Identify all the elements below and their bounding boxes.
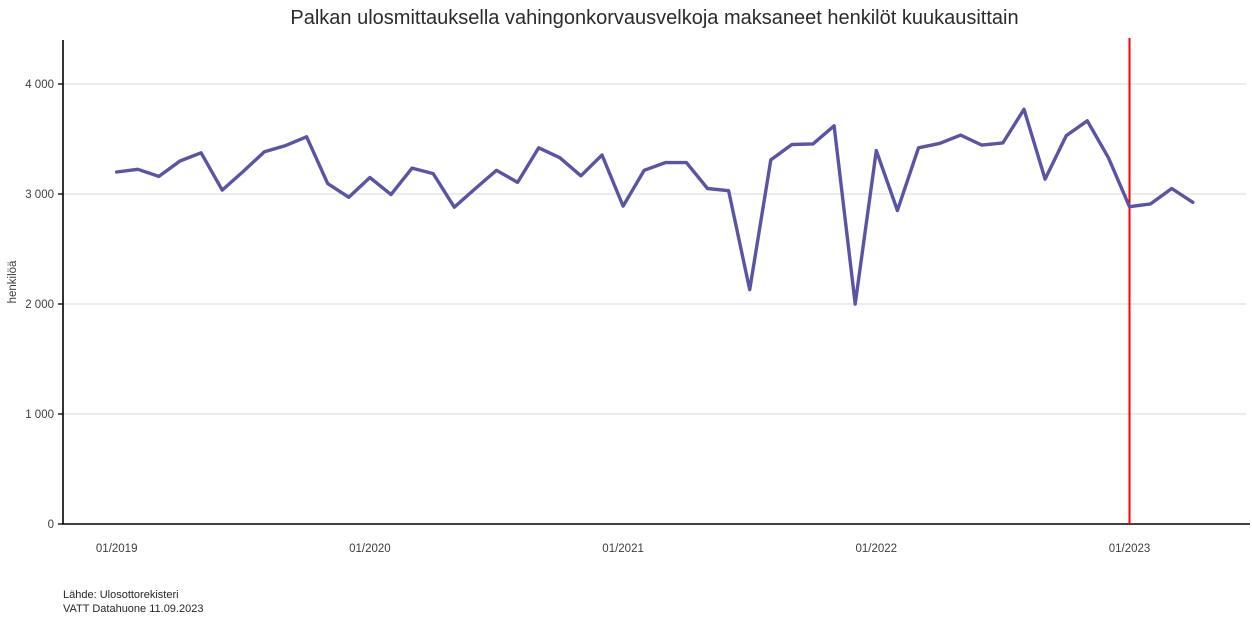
y-tick-label: 4 000 xyxy=(25,79,54,91)
x-tick-label: 01/2022 xyxy=(856,543,898,555)
x-tick-label: 01/2019 xyxy=(96,543,138,555)
x-tick-label: 01/2023 xyxy=(1109,543,1151,555)
source-note: Lähde: Ulosottorekisteri VATT Datahuone … xyxy=(63,589,203,617)
data-series-line xyxy=(114,107,1195,306)
y-tick-label: 1 000 xyxy=(25,409,54,421)
y-axis-title: henkilöä xyxy=(7,260,19,303)
y-tick-label: 0 xyxy=(48,519,54,531)
y-tick-label: 2 000 xyxy=(25,299,54,311)
x-tick-label: 01/2021 xyxy=(602,543,644,555)
y-tick-label: 3 000 xyxy=(25,189,54,201)
chart-title: Palkan ulosmittauksella vahingonkorvausv… xyxy=(290,7,1019,29)
source-line-1: Lähde: Ulosottorekisteri xyxy=(63,589,179,601)
source-line-2: VATT Datahuone 11.09.2023 xyxy=(63,602,204,615)
x-tick-label: 01/2020 xyxy=(349,543,391,555)
